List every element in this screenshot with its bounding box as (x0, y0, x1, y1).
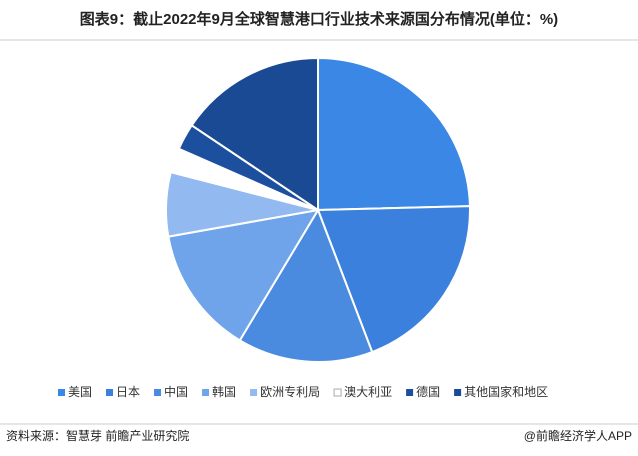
legend-swatch (106, 389, 114, 396)
source: 资料来源：智慧芽 前瞻产业研究院 (6, 428, 189, 443)
chart-title: 图表9：截止2022年9月全球智慧港口行业技术来源国分布情况(单位：%) (80, 10, 558, 28)
legend-swatch (454, 389, 462, 396)
pie-slice (167, 208, 320, 342)
pie (165, 56, 471, 363)
legend-label: 日本 (116, 385, 140, 399)
legend-swatch (58, 389, 65, 396)
pie-slice (317, 56, 471, 212)
legend-label: 澳大利亚 (344, 385, 392, 399)
legend-swatch (202, 389, 210, 396)
legend: 美国 日本 中国 韩国 欧洲专利局 澳大利亚 德国 其他国家和地区 (58, 384, 548, 399)
brand: @前瞻经济学人APP (524, 428, 632, 443)
legend-swatch (250, 389, 258, 396)
legend-label: 其他国家和地区 (464, 384, 548, 399)
legend-swatch (154, 389, 162, 396)
legend-swatch (333, 388, 342, 397)
legend-label: 欧洲专利局 (260, 384, 320, 399)
legend-label: 中国 (164, 384, 188, 399)
legend-label: 韩国 (212, 384, 236, 399)
legend-label: 德国 (416, 384, 440, 399)
legend-label: 美国 (68, 385, 92, 399)
pie-slice (238, 207, 374, 363)
pie-slice (316, 205, 471, 354)
legend-swatch (406, 389, 414, 396)
pie-slice (190, 56, 319, 212)
